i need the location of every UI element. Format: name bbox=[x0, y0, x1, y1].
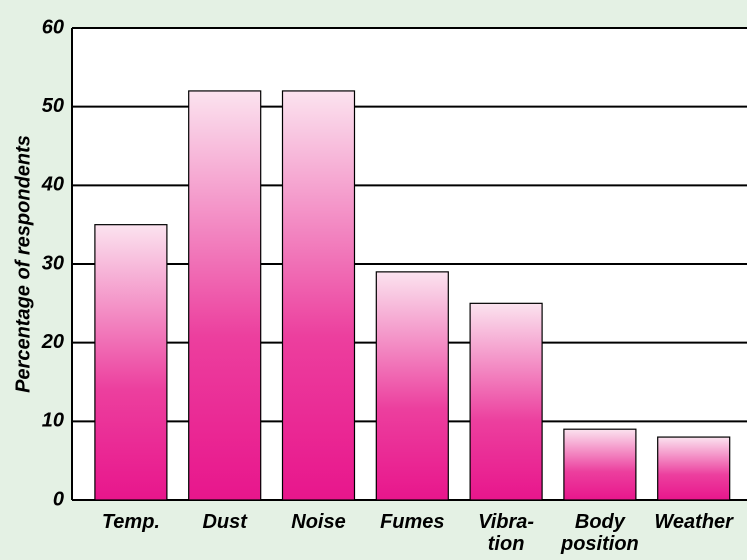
y-tick-label: 30 bbox=[42, 252, 64, 274]
y-tick-label: 40 bbox=[41, 174, 64, 196]
bar bbox=[657, 436, 731, 501]
x-tick-label: Dust bbox=[202, 511, 247, 533]
bar bbox=[94, 224, 168, 501]
x-tick-label: Noise bbox=[291, 511, 346, 533]
y-tick-label: 60 bbox=[42, 16, 64, 38]
y-axis-label: Percentage of respondents bbox=[12, 135, 34, 393]
bar bbox=[563, 428, 637, 501]
bar bbox=[281, 90, 356, 501]
x-tick-label: Vibra- tion bbox=[478, 511, 535, 555]
bar bbox=[375, 271, 449, 501]
y-tick-label: 10 bbox=[42, 410, 64, 432]
bar bbox=[469, 302, 543, 501]
y-tick-label: 0 bbox=[53, 488, 64, 510]
x-tick-label: Temp. bbox=[101, 511, 160, 533]
bar bbox=[188, 90, 262, 501]
x-tick-label: Fumes bbox=[380, 511, 445, 533]
x-tick-label: Body position bbox=[561, 511, 639, 555]
x-tick-label: Weather bbox=[654, 511, 733, 533]
y-tick-label: 20 bbox=[41, 331, 64, 353]
y-tick-label: 50 bbox=[42, 95, 64, 117]
